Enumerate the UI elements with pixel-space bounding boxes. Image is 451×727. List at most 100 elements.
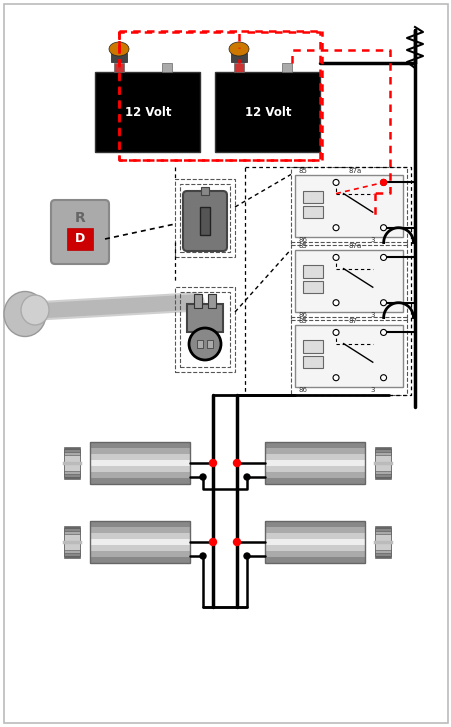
Bar: [302, 281, 322, 294]
Bar: [90, 527, 189, 533]
Bar: [264, 551, 364, 557]
Bar: [290, 242, 406, 320]
Circle shape: [233, 459, 240, 467]
Bar: [295, 175, 402, 237]
Text: 86: 86: [299, 237, 307, 243]
Bar: [264, 448, 364, 454]
Circle shape: [209, 459, 216, 467]
Bar: [90, 551, 189, 557]
Bar: [64, 449, 80, 477]
Bar: [175, 287, 235, 372]
Circle shape: [189, 328, 221, 360]
Bar: [90, 472, 189, 478]
Bar: [90, 478, 189, 484]
Text: R: R: [74, 211, 85, 225]
Circle shape: [199, 553, 206, 559]
Bar: [201, 187, 208, 195]
Bar: [90, 533, 189, 539]
Text: 86: 86: [299, 387, 307, 393]
Bar: [90, 539, 189, 545]
Text: 87: 87: [348, 318, 357, 324]
Bar: [281, 63, 291, 72]
Bar: [215, 72, 320, 152]
Circle shape: [380, 329, 386, 335]
Bar: [90, 521, 189, 527]
Bar: [64, 455, 80, 471]
Text: 12 Volt: 12 Volt: [124, 105, 171, 119]
Bar: [207, 294, 216, 308]
Ellipse shape: [229, 42, 249, 56]
Bar: [95, 72, 200, 152]
Bar: [90, 460, 189, 466]
Bar: [207, 340, 212, 348]
Bar: [302, 206, 322, 218]
Bar: [374, 449, 390, 477]
Bar: [302, 356, 322, 369]
Ellipse shape: [21, 295, 49, 325]
Bar: [374, 526, 390, 558]
Circle shape: [380, 374, 386, 381]
Bar: [187, 304, 222, 332]
Bar: [64, 531, 80, 553]
Bar: [374, 534, 390, 550]
Bar: [67, 228, 93, 250]
Ellipse shape: [4, 292, 46, 337]
Circle shape: [199, 474, 206, 480]
Circle shape: [209, 539, 216, 545]
Bar: [64, 452, 80, 474]
Bar: [302, 190, 322, 203]
Bar: [90, 448, 189, 454]
Text: 86: 86: [299, 312, 307, 318]
Circle shape: [332, 300, 338, 305]
Circle shape: [332, 180, 338, 185]
Bar: [264, 460, 364, 466]
Bar: [264, 521, 364, 563]
Text: 85: 85: [299, 318, 307, 324]
Bar: [264, 527, 364, 533]
Circle shape: [380, 300, 386, 305]
Bar: [374, 528, 390, 556]
Bar: [90, 521, 189, 563]
Bar: [264, 539, 364, 545]
Circle shape: [332, 329, 338, 335]
Bar: [64, 526, 80, 558]
Bar: [64, 447, 80, 479]
Bar: [302, 265, 322, 278]
Bar: [90, 454, 189, 460]
Bar: [264, 442, 364, 448]
Bar: [264, 478, 364, 484]
Bar: [374, 447, 390, 479]
Bar: [264, 533, 364, 539]
Bar: [264, 557, 364, 563]
Bar: [111, 53, 127, 62]
Bar: [161, 63, 171, 72]
Text: 12 Volt: 12 Volt: [244, 105, 290, 119]
Bar: [295, 250, 402, 312]
Bar: [264, 466, 364, 472]
Circle shape: [332, 225, 338, 230]
Bar: [264, 472, 364, 478]
Bar: [302, 340, 322, 353]
Bar: [233, 63, 243, 72]
Bar: [90, 442, 189, 448]
Bar: [90, 442, 189, 484]
Bar: [295, 325, 402, 387]
Text: 85: 85: [299, 243, 307, 249]
Bar: [197, 340, 202, 348]
Bar: [90, 557, 189, 563]
Circle shape: [233, 539, 240, 545]
Text: 3: 3: [370, 312, 374, 318]
Bar: [264, 442, 364, 484]
Text: 87a: 87a: [348, 168, 361, 174]
Bar: [230, 53, 246, 62]
Circle shape: [380, 180, 386, 185]
Bar: [113, 63, 123, 72]
Text: 3: 3: [370, 237, 374, 243]
Circle shape: [332, 254, 338, 260]
Bar: [193, 294, 202, 308]
FancyBboxPatch shape: [51, 200, 109, 264]
Circle shape: [380, 254, 386, 260]
Bar: [64, 534, 80, 550]
Bar: [90, 545, 189, 551]
Text: D: D: [75, 233, 85, 246]
